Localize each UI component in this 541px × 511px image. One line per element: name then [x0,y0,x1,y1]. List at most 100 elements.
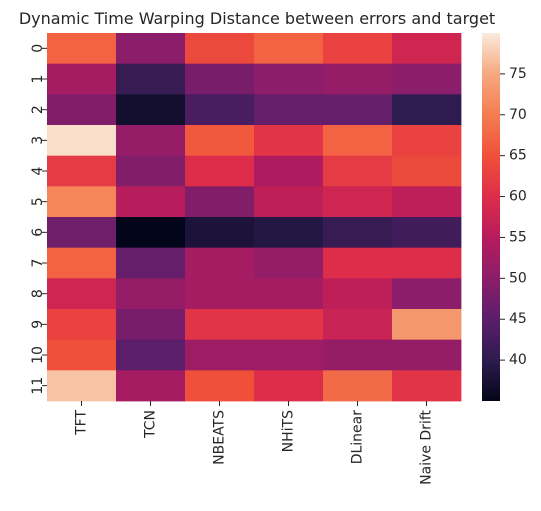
heatmap-cell [254,278,324,310]
y-axis-tick-label: 10 [30,346,46,364]
heatmap-cell [323,186,393,218]
heatmap-cell [185,33,255,65]
heatmap-cell [116,33,186,65]
heatmap-cell [323,63,393,95]
heatmap-cell [392,125,462,157]
heatmap-cell [254,155,324,187]
heatmap-cell [254,125,324,157]
x-axis-tick-label: NBEATS [212,410,228,465]
heatmap-cell [392,63,462,95]
heatmap-cell [116,155,186,187]
y-axis-tick-label: 8 [30,289,46,298]
heatmap-cell [254,186,324,218]
heatmap-cell [116,339,186,371]
heatmap-cell [47,155,117,187]
colorbar-tick-label: 65 [509,148,527,164]
heatmap-cell [47,186,117,218]
heatmap-cell [323,247,393,279]
heatmap-cell [323,94,393,126]
x-axis-tick-label: TFT [74,410,90,436]
heatmap-cell [185,339,255,371]
heatmap-cell [116,125,186,157]
heatmap-cell [185,186,255,218]
heatmap-cell [392,309,462,341]
y-axis-tick-label: 6 [30,228,46,237]
heatmap-cell [185,247,255,279]
heatmap-cell [116,94,186,126]
heatmap-cell [392,186,462,218]
heatmap-cell [47,94,117,126]
heatmap-cell [392,247,462,279]
heatmap-cell [392,370,462,402]
colorbar-tick-label: 45 [509,311,527,327]
colorbar-tick-labels: 40 45 50 55 60 65 70 75 [500,66,527,368]
heatmap-cell [116,186,186,218]
heatmap-cell [254,370,324,402]
heatmap-cell [323,370,393,402]
chart-title: Dynamic Time Warping Distance between er… [19,9,495,28]
heatmap-cell [323,309,393,341]
heatmap-cell [392,33,462,65]
x-axis-tick-label: DLinear [350,410,366,465]
heatmap-cell [47,309,117,341]
y-axis-tick-label: 4 [30,166,46,175]
heatmap-cell [47,370,117,402]
heatmap-cell [254,247,324,279]
y-axis-tick-label: 11 [30,377,46,395]
heatmap-cell [392,155,462,187]
x-axis-tick-labels: TFT TCN NBEATS NHiTS DLinear Naive Drift [74,401,435,485]
y-axis-tick-label: 0 [30,44,46,53]
heatmap-cell [323,339,393,371]
heatmap-cell [185,63,255,95]
heatmap-cell [185,370,255,402]
heatmap-cell [47,63,117,95]
heatmap-cell [323,278,393,310]
heatmap-cell [185,125,255,157]
y-axis-tick-label: 7 [30,259,46,268]
heatmap-cell [254,33,324,65]
colorbar-tick-label: 50 [509,270,527,286]
heatmap-cell [47,339,117,371]
heatmap-cell [47,125,117,157]
heatmap-cell [185,309,255,341]
heatmap-cell [116,247,186,279]
heatmap-cell [47,33,117,65]
colorbar-tick-label: 75 [509,66,527,82]
y-axis-tick-label: 2 [30,105,46,114]
heatmap-cell [392,278,462,310]
colorbar [482,33,500,401]
heatmap-cell [47,278,117,310]
colorbar-tick-label: 70 [509,107,527,123]
heatmap-cell [116,309,186,341]
y-axis-tick-label: 5 [30,197,46,206]
colorbar-tick-label: 60 [509,189,527,205]
heatmap-cell [47,247,117,279]
heatmap-cell [392,94,462,126]
y-axis-tick-labels: 0 1 2 3 4 5 6 7 8 9 10 11 [30,44,47,395]
colorbar-tick-label: 40 [509,352,527,368]
heatmap-cell [116,278,186,310]
heatmap-cell [185,217,255,249]
y-axis-tick-label: 1 [30,75,46,84]
heatmap-cell [116,217,186,249]
heatmap-cell [392,217,462,249]
heatmap-cell [254,339,324,371]
y-axis-tick-label: 3 [30,136,46,145]
x-axis-tick-label: Naive Drift [419,409,435,484]
heatmap-cells [47,33,462,402]
heatmap-cell [116,370,186,402]
heatmap-cell [323,125,393,157]
y-axis-tick-label: 9 [30,320,46,329]
heatmap-cell [323,155,393,187]
heatmap-cell [254,217,324,249]
colorbar-tick-label: 55 [509,229,527,245]
heatmap-cell [185,94,255,126]
heatmap-cell [254,309,324,341]
heatmap-cell [254,94,324,126]
heatmap-cell [185,278,255,310]
x-axis-tick-label: NHiTS [281,410,297,452]
heatmap-cell [392,339,462,371]
x-axis-tick-label: TCN [143,410,159,439]
